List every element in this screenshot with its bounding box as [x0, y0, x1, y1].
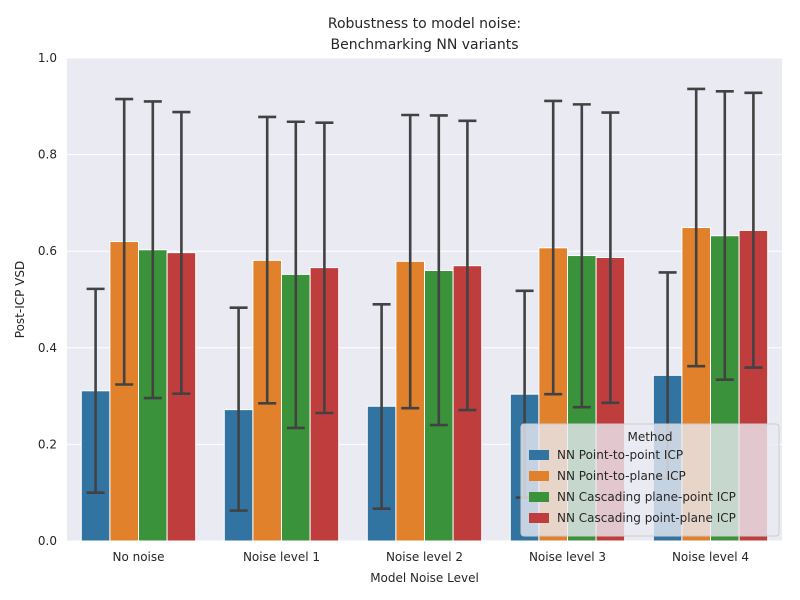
x-tick-label: Noise level 1 — [243, 550, 320, 564]
legend-label: NN Point-to-plane ICP — [557, 469, 686, 483]
legend-label: NN Cascading point-plane ICP — [557, 511, 736, 525]
y-ticks: 0.0 0.2 0.4 0.6 0.8 1.0 — [38, 51, 57, 548]
x-tick-label: Noise level 3 — [529, 550, 606, 564]
y-tick-label: 0.4 — [38, 341, 57, 355]
x-ticks: No noise Noise level 1 Noise level 2 Noise … — [112, 550, 749, 564]
legend-swatch — [529, 471, 549, 481]
error-bars — [86, 87, 763, 512]
y-tick-label: 0.2 — [38, 437, 57, 451]
y-tick-label: 1.0 — [38, 51, 57, 65]
y-tick-label: 0.0 — [38, 534, 57, 548]
legend-swatch — [529, 492, 549, 502]
y-axis-label: Post-ICP VSD — [13, 261, 27, 338]
chart-title-line-1: Robustness to model noise: — [328, 16, 521, 32]
legend-box — [520, 423, 780, 537]
x-tick-label: Noise level 4 — [672, 550, 749, 564]
x-tick-label: Noise level 2 — [386, 550, 463, 564]
y-tick-label: 0.6 — [38, 244, 57, 258]
legend-swatch — [529, 513, 549, 523]
x-tick-label: No noise — [112, 550, 164, 564]
x-axis-label: Model Noise Level — [370, 571, 479, 585]
legend-label: NN Point-to-point ICP — [557, 448, 683, 462]
legend-swatch — [529, 450, 549, 460]
y-tick-label: 0.8 — [38, 148, 57, 162]
legend-label: NN Cascading plane-point ICP — [557, 490, 736, 504]
legend-title: Method — [627, 430, 672, 444]
chart-title-line-2: Benchmarking NN variants — [331, 37, 519, 53]
legend-items: NN Point-to-point ICP NN Point-to-plane I… — [529, 448, 736, 525]
